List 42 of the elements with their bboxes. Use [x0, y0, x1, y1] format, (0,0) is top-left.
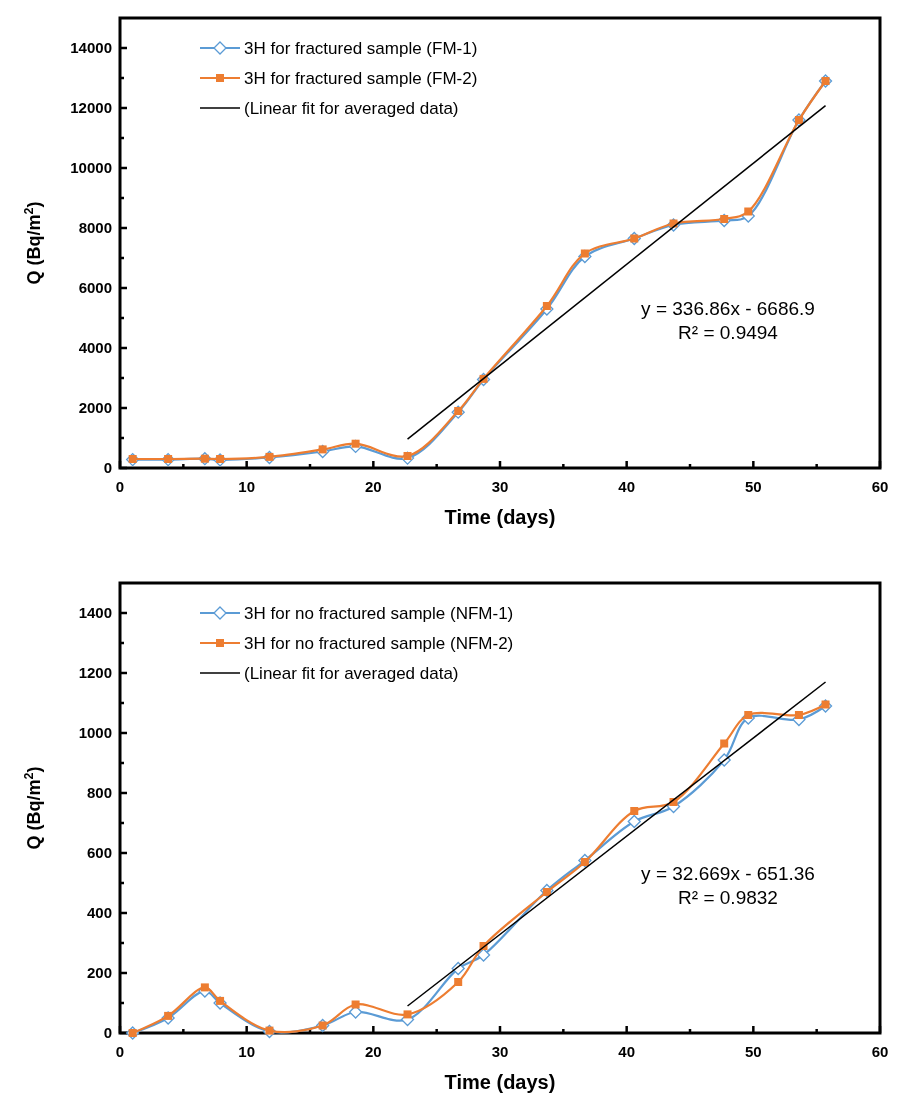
y-tick-label: 10000 [70, 159, 112, 176]
y-tick-label: 800 [86, 784, 112, 801]
y-tick-label: 14000 [70, 39, 112, 56]
y-tick-label: 0 [103, 1024, 112, 1041]
y-tick-label: 2000 [78, 399, 112, 416]
x-tick-label: 20 [364, 1043, 382, 1060]
y-tick-label: 1200 [78, 664, 112, 681]
legend-label: 3H for fractured sample (FM-2) [244, 69, 478, 88]
legend-label: 3H for no fractured sample (NFM-1) [244, 604, 514, 623]
y-tick-label: 200 [86, 964, 112, 981]
x-tick-label: 30 [491, 1043, 509, 1060]
x-tick-label: 60 [871, 478, 889, 495]
x-tick-label: 10 [238, 1043, 256, 1060]
x-tick-label: 30 [491, 478, 509, 495]
x-tick-label: 50 [744, 478, 762, 495]
x-tick-label: 40 [618, 1043, 636, 1060]
x-tick-label: 0 [115, 1043, 125, 1060]
x-tick-label: 40 [618, 478, 636, 495]
x-axis-title: Time (days) [444, 506, 556, 528]
annotation: y = 32.669x - 651.36 [641, 863, 815, 884]
annotation: y = 336.86x - 6686.9 [641, 298, 815, 319]
y-tick-label: 6000 [78, 279, 112, 296]
y-tick-label: 0 [103, 459, 112, 476]
y-tick-label: 12000 [70, 99, 112, 116]
legend-label: 3H for fractured sample (FM-1) [244, 39, 478, 58]
x-tick-label: 50 [744, 1043, 762, 1060]
y-tick-label: 400 [86, 904, 112, 921]
y-tick-label: 600 [86, 844, 112, 861]
annotation: R² = 0.9494 [678, 322, 779, 343]
legend-label: 3H for no fractured sample (NFM-2) [244, 634, 514, 653]
y-tick-label: 1000 [78, 724, 112, 741]
legend-label: (Linear fit for averaged data) [244, 664, 459, 683]
y-tick-label: 8000 [78, 219, 112, 236]
x-tick-label: 0 [115, 478, 125, 495]
y-tick-label: 4000 [78, 339, 112, 356]
legend-label: (Linear fit for averaged data) [244, 99, 459, 118]
x-tick-label: 10 [238, 478, 256, 495]
x-tick-label: 20 [364, 478, 382, 495]
annotation: R² = 0.9832 [678, 887, 778, 908]
x-axis-title: Time (days) [444, 1071, 556, 1093]
x-tick-label: 60 [871, 1043, 889, 1060]
y-tick-label: 1400 [78, 604, 112, 621]
